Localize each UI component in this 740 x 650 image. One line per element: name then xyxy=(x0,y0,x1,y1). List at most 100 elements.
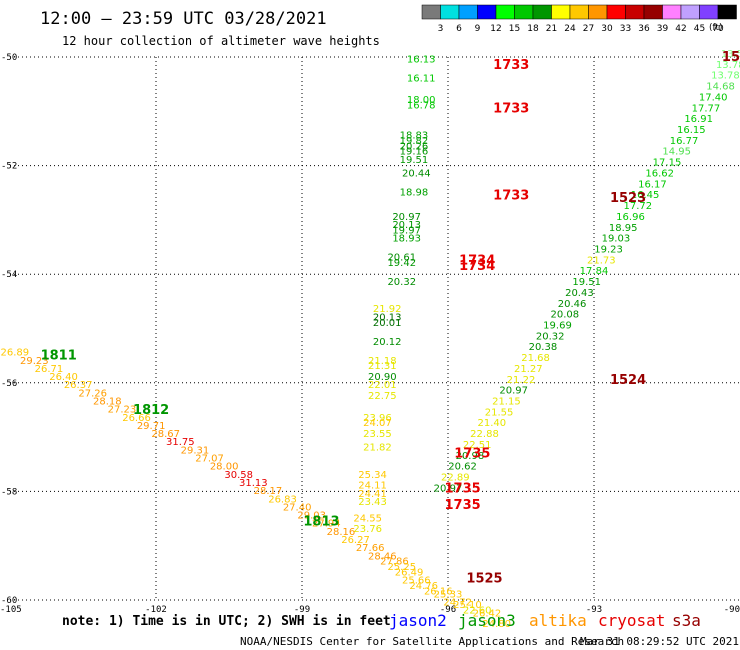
wave-height-value: 20.13 xyxy=(373,312,402,323)
wave-height-value: 29.23 xyxy=(20,356,49,367)
scale-swatch xyxy=(662,4,682,20)
wave-height-value: 20.38 xyxy=(529,342,558,353)
wave-height-value: 20.97 xyxy=(434,483,463,494)
wave-height-value: 28.67 xyxy=(151,429,180,440)
wave-height-value: 21.27 xyxy=(514,364,543,375)
wave-height-value: 19.51 xyxy=(572,277,601,288)
scale-swatch xyxy=(588,4,608,20)
pass-time-label: 1733 xyxy=(493,102,529,117)
wave-height-value: 21.22 xyxy=(507,375,536,386)
wave-height-value: 20.32 xyxy=(387,277,416,288)
wave-height-value: 20.13 xyxy=(392,220,421,231)
satellite-legend: jason2 jason3 altika cryosat s3a xyxy=(389,611,701,630)
satellite-legend-jason2: jason2 xyxy=(389,611,447,630)
wave-height-value: 25.25 xyxy=(387,562,416,573)
wave-height-value: 20.62 xyxy=(448,462,477,473)
scale-swatch xyxy=(440,4,460,20)
wave-height-value: 16.45 xyxy=(631,190,660,201)
wave-height-value: 18.93 xyxy=(392,234,421,245)
wave-height-value: 27.23 xyxy=(108,405,137,416)
wave-height-value: 21.68 xyxy=(521,353,550,364)
wave-height-value: 24.80 xyxy=(482,619,511,630)
wave-height-value: 24.11 xyxy=(358,481,387,492)
wave-height-value: 22.75 xyxy=(368,391,397,402)
wave-height-value: 26.40 xyxy=(49,372,78,383)
longitude-tick-label: -96 xyxy=(440,605,456,615)
wave-height-value: 16.13 xyxy=(407,54,436,65)
wave-height-value: 14.95 xyxy=(662,147,691,158)
scale-tick-label: 24 xyxy=(564,24,576,34)
scale-tick-label: 21 xyxy=(546,24,557,34)
wave-height-value: 27.26 xyxy=(78,388,107,399)
wave-height-value: 23.96 xyxy=(363,413,392,424)
wave-height-value: 28.18 xyxy=(93,397,122,408)
map-title: 12:00 – 23:59 UTC 03/28/2021 xyxy=(40,9,327,29)
latitude-tick-label: -60 xyxy=(1,596,17,606)
wave-height-value: 21.82 xyxy=(363,443,392,454)
wave-height-value: 20.44 xyxy=(402,168,431,179)
wave-height-value: 30.58 xyxy=(224,470,253,481)
scale-swatch xyxy=(643,4,663,20)
pass-time-label: 1735 xyxy=(445,498,481,513)
pass-time-label: 1524 xyxy=(610,373,646,388)
scale-swatch xyxy=(680,4,700,20)
wave-height-value: 26.42 xyxy=(473,608,502,619)
scale-unit-label: (ft) xyxy=(709,23,723,33)
wave-height-value: 21.31 xyxy=(368,361,397,372)
pass-time-label: 1525 xyxy=(466,571,502,586)
wave-height-value: 16.96 xyxy=(616,212,645,223)
latitude-tick-label: -56 xyxy=(1,379,17,389)
wave-height-value: 21.55 xyxy=(485,407,514,418)
wave-height-value: 21.15 xyxy=(492,397,521,408)
wave-height-value: 23.43 xyxy=(358,497,387,508)
pass-time-label: 1735 xyxy=(445,482,481,497)
satellite-legend-altika: altika xyxy=(529,611,587,630)
scale-tick-label: 12 xyxy=(490,24,501,34)
wave-height-value: 19.23 xyxy=(594,244,623,255)
scale-swatch xyxy=(569,4,589,20)
wave-height-value: 27.94 xyxy=(312,519,341,530)
wave-height-value: 18.98 xyxy=(400,187,429,198)
scale-tick-label: 33 xyxy=(620,24,631,34)
wave-height-value: 13.78 xyxy=(716,60,740,71)
satellite-legend-jason3: jason3 xyxy=(458,611,516,630)
scale-swatch xyxy=(606,4,626,20)
pass-time-label: 1813 xyxy=(303,514,339,529)
satellite-legend-s3a: s3a xyxy=(672,611,701,630)
pass-time-label: 1734 xyxy=(459,259,495,274)
map-subtitle: 12 hour collection of altimeter wave hei… xyxy=(62,34,380,48)
wave-height-value: 25.34 xyxy=(358,470,387,481)
wave-height-value: 21.18 xyxy=(368,356,397,367)
wave-height-value: 17.15 xyxy=(653,158,682,169)
wave-height-value: 17.77 xyxy=(692,103,721,114)
generation-timestamp: Mar 31 08:29:52 UTC 2021 xyxy=(580,635,739,648)
wave-height-value: 26.27 xyxy=(341,535,370,546)
credit-line: NOAA/NESDIS Center for Satellite Applica… xyxy=(240,635,624,648)
scale-swatch xyxy=(458,4,478,20)
scale-swatch xyxy=(514,4,534,20)
wave-height-value: 20.46 xyxy=(558,299,587,310)
scale-swatch xyxy=(477,4,497,20)
scale-tick-label: 6 xyxy=(456,24,462,34)
longitude-tick-label: -102 xyxy=(145,605,167,615)
wave-height-value: 28.46 xyxy=(368,551,397,562)
wave-height-value: 20.43 xyxy=(565,288,594,299)
pass-time-label: 1523 xyxy=(610,191,646,206)
scale-tick-label: 36 xyxy=(638,24,650,34)
wave-height-value: 19.03 xyxy=(602,234,631,245)
wave-height-value: 22.51 xyxy=(463,440,492,451)
wave-height-value: 21.92 xyxy=(373,304,402,315)
wave-height-value: 20.32 xyxy=(536,331,565,342)
wave-height-value: 25.10 xyxy=(453,600,482,611)
scale-swatch xyxy=(495,4,515,20)
wave-height-value: 20.12 xyxy=(373,337,402,348)
wave-height-value: 29.71 xyxy=(137,421,166,432)
wave-height-value: 17.84 xyxy=(580,266,609,277)
pass-time-label: 1733 xyxy=(493,188,529,203)
wave-height-value: 18.00 xyxy=(407,95,436,106)
wave-height-value: 24.41 xyxy=(358,489,387,500)
scale-swatch xyxy=(532,4,552,20)
wave-height-value: 26.16 xyxy=(424,587,453,598)
